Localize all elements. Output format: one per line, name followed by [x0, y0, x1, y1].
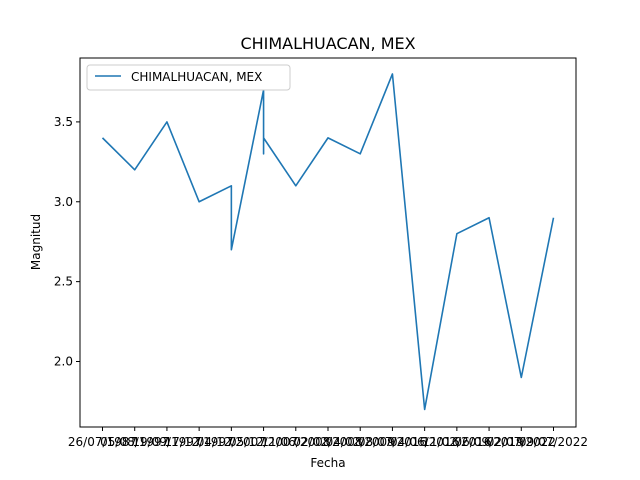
x-tick-label: 05/12/2007: [229, 435, 298, 449]
x-axis-label: Fecha: [310, 456, 345, 470]
x-tick-label: 11/06/2008: [261, 435, 330, 449]
x-tick-label: 09/07/2022: [519, 435, 588, 449]
chart-title: CHIMALHUACAN, MEX: [240, 34, 415, 53]
x-tick-label: 17/12/1997: [165, 435, 234, 449]
y-axis-label: Magnitud: [29, 214, 43, 270]
legend-box: [86, 64, 291, 91]
legend: CHIMALHUACAN, MEX: [86, 64, 291, 91]
legend-label: CHIMALHUACAN, MEX: [131, 70, 262, 84]
y-axis-ticks: 2.0 2.5 3.0 3.5: [54, 115, 80, 369]
y-tick-label: 3.0: [54, 195, 73, 209]
y-tick-label: 3.5: [54, 115, 73, 129]
x-tick-label: 06/09/2019: [454, 435, 523, 449]
x-tick-label: 04/02/2009: [326, 435, 395, 449]
plot-area-frame: [79, 57, 577, 428]
x-tick-label: 02/07/2022: [487, 435, 556, 449]
x-tick-label: 05/08/1997: [100, 435, 169, 449]
x-tick-label: 08/07/2016: [358, 435, 427, 449]
y-tick-label: 2.0: [54, 355, 73, 369]
x-tick-label: 19/09/1997: [132, 435, 201, 449]
x-tick-label: 02/02/2008: [293, 435, 362, 449]
x-axis-ticks: 26/07/198705/08/199719/09/199717/12/1997…: [68, 427, 588, 449]
x-tick-label: 26/07/1987: [68, 435, 137, 449]
x-tick-label: 04/06/2016: [390, 435, 459, 449]
x-tick-label: 11/02/2016: [422, 435, 491, 449]
series-line-group: [101, 73, 555, 411]
y-tick-label: 2.5: [54, 275, 73, 289]
series-line: [101, 73, 555, 411]
x-tick-label: 04/12/2007: [197, 435, 266, 449]
